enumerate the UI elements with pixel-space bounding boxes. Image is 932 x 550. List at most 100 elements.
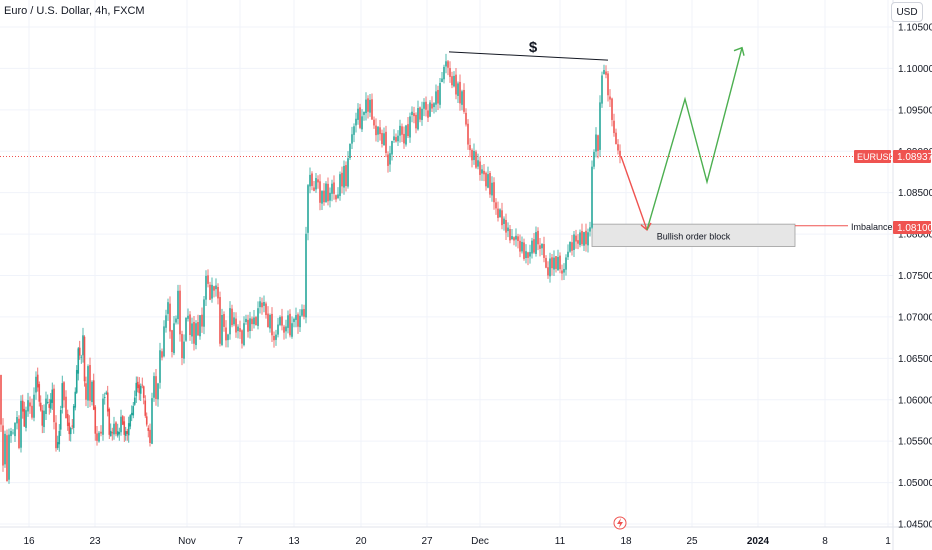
candle (401, 123, 403, 143)
candle (82, 327, 84, 363)
time-tick: 11 (555, 536, 566, 547)
candle (69, 426, 72, 442)
candle (43, 404, 45, 434)
candle (525, 244, 527, 264)
projection-up-arrowhead (733, 46, 745, 56)
candle (549, 252, 551, 283)
candle (223, 311, 225, 332)
candle (205, 270, 207, 307)
order-block-label: Bullish order block (657, 231, 731, 241)
candle (497, 201, 499, 222)
candle (197, 314, 199, 336)
candle (431, 96, 433, 112)
candle (593, 149, 595, 170)
candle (321, 190, 323, 211)
candle (287, 310, 289, 334)
candle (353, 123, 355, 143)
candle (92, 373, 95, 411)
candle (127, 416, 130, 443)
candle (347, 151, 349, 189)
candle (2, 418, 4, 472)
candle (399, 119, 401, 143)
candle (599, 95, 601, 157)
candle (339, 171, 341, 201)
candle (49, 393, 52, 413)
candle (515, 228, 517, 247)
candle (317, 175, 319, 189)
candle (533, 233, 535, 254)
candle (523, 238, 525, 261)
candle (237, 324, 239, 339)
candle (357, 103, 359, 125)
current-price-tag: EURUSD 1.08937 (854, 150, 932, 163)
candle (65, 390, 67, 419)
candle (585, 223, 587, 252)
candle (215, 278, 217, 297)
candle (377, 126, 379, 143)
price-tick: 1.04500 (898, 520, 932, 531)
candle (471, 148, 473, 168)
imbalance-label: Imbalance (851, 222, 893, 232)
candle (273, 331, 275, 348)
candle (575, 229, 577, 249)
candle (96, 425, 98, 446)
candle (213, 285, 215, 298)
candle (325, 181, 327, 203)
candle (83, 335, 86, 387)
candle (23, 401, 26, 427)
candle (199, 315, 201, 340)
annotations-layer: $ (448, 39, 745, 232)
candle (133, 390, 136, 406)
currency-button[interactable]: USD (891, 2, 923, 22)
candle (229, 301, 231, 340)
candle (115, 421, 117, 437)
candle (105, 390, 108, 396)
candle (291, 316, 293, 339)
candle (111, 427, 114, 441)
candle (375, 118, 377, 142)
candle (529, 244, 531, 264)
candle (219, 291, 221, 347)
candle (177, 284, 179, 325)
candle (130, 405, 133, 422)
candle (469, 138, 471, 158)
candle (295, 307, 297, 328)
candle (481, 164, 483, 181)
candle (501, 202, 503, 230)
candle (467, 119, 469, 150)
price-tick: 1.07500 (898, 271, 932, 282)
candle (281, 308, 283, 331)
candle (445, 53, 447, 74)
candle (159, 342, 161, 389)
candle (423, 98, 425, 117)
candle (189, 311, 191, 341)
time-axis[interactable]: 16 23 Nov 7 13 20 27 Dec 11 18 25 2024 8 1 (23, 536, 891, 547)
candle (279, 315, 281, 327)
lightning-icon[interactable] (613, 516, 627, 530)
candle (463, 83, 465, 114)
candle (56, 435, 59, 450)
candle (595, 127, 597, 158)
price-tick: 1.08000 (898, 230, 932, 241)
candle (611, 97, 613, 127)
candle (185, 317, 187, 342)
candle (373, 116, 375, 129)
candle (116, 423, 119, 438)
candle (473, 143, 475, 165)
candle (303, 304, 305, 320)
price-tick: 1.06000 (898, 395, 932, 406)
candle (163, 320, 165, 358)
price-tick: 1.10000 (898, 64, 932, 75)
candle (145, 412, 148, 427)
candle (123, 416, 126, 442)
candle (118, 427, 121, 441)
price-tick: 1.09500 (898, 105, 932, 116)
candle (41, 405, 44, 434)
candle (403, 126, 405, 149)
candle (161, 348, 163, 361)
candle (261, 297, 263, 315)
candle (453, 71, 455, 88)
candle (559, 252, 561, 274)
candle (297, 312, 299, 334)
